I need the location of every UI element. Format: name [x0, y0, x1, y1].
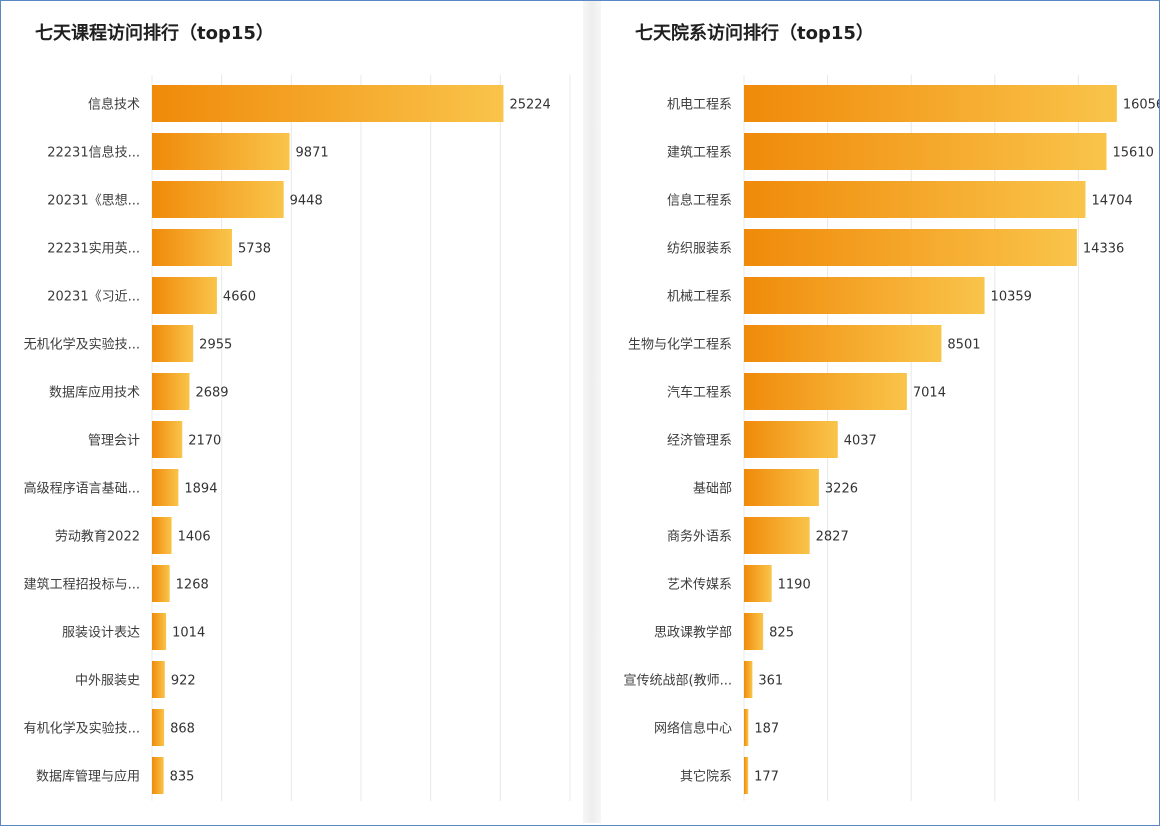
value-label: 8501 [947, 338, 980, 353]
value-label: 4037 [844, 434, 877, 449]
value-label: 16056 [1123, 98, 1159, 113]
value-label: 1190 [778, 578, 811, 593]
bar[interactable] [152, 757, 164, 794]
bar[interactable] [744, 133, 1107, 170]
bar[interactable] [152, 709, 165, 746]
value-label: 177 [754, 770, 779, 785]
bar[interactable] [744, 613, 764, 650]
value-label: 1268 [176, 578, 209, 593]
bar[interactable] [152, 517, 172, 554]
bar[interactable] [152, 229, 232, 266]
category-label: 汽车工程系 [667, 385, 732, 401]
value-label: 2170 [188, 434, 221, 449]
bar[interactable] [744, 517, 810, 554]
category-label: 思政课教学部 [654, 625, 732, 641]
value-label: 15610 [1112, 146, 1153, 161]
course-ranking-chart: 信息技术 25224 22231信息技... 9871 20231《思想... 9448 2… [24, 75, 571, 801]
value-label: 25224 [509, 98, 550, 113]
value-label: 14336 [1083, 242, 1124, 257]
bar[interactable] [744, 565, 772, 602]
category-label: 22231信息技... [47, 145, 140, 161]
bar[interactable] [152, 325, 194, 362]
value-label: 7014 [913, 386, 946, 401]
bar[interactable] [744, 229, 1077, 266]
value-label: 361 [758, 674, 783, 689]
department-ranking-title: 七天院系访问排行（top15） [635, 23, 874, 44]
value-label: 14704 [1091, 194, 1132, 209]
category-label: 建筑工程招投标与... [24, 577, 140, 593]
bar[interactable] [152, 661, 165, 698]
course-ranking-panel: 七天课程访问排行（top15） 信息技术 25224 22231信息技... 9871… [10, 1, 582, 823]
bar[interactable] [744, 85, 1117, 122]
value-label: 4660 [223, 290, 256, 305]
bar[interactable] [744, 373, 907, 410]
category-label: 纺织服装系 [667, 242, 732, 257]
value-label: 3226 [825, 482, 858, 497]
bar[interactable] [152, 181, 284, 218]
category-label: 基础部 [693, 482, 732, 497]
bar[interactable] [744, 757, 749, 794]
category-label: 管理会计 [88, 434, 140, 449]
value-label: 825 [769, 626, 794, 641]
category-label: 20231《习近... [47, 290, 140, 305]
panel-divider [583, 1, 601, 823]
bar[interactable] [152, 421, 183, 458]
value-label: 5738 [238, 242, 271, 257]
category-label: 无机化学及实验技... [24, 337, 140, 353]
department-ranking-panel: 七天院系访问排行（top15） 机电工程系 16056 建筑工程系 15610 信息工程… [602, 1, 1159, 823]
category-label: 机电工程系 [667, 98, 732, 113]
category-label: 中外服装史 [75, 674, 140, 689]
category-label: 网络信息中心 [654, 721, 732, 737]
bar[interactable] [744, 469, 819, 506]
category-label: 商务外语系 [667, 529, 732, 545]
value-label: 868 [170, 722, 195, 737]
category-label: 生物与化学工程系 [628, 337, 732, 353]
value-label: 1894 [184, 482, 217, 497]
value-label: 9871 [296, 146, 329, 161]
value-label: 187 [754, 722, 779, 737]
bar[interactable] [744, 325, 942, 362]
value-label: 2955 [199, 338, 232, 353]
bar[interactable] [744, 661, 753, 698]
bar[interactable] [744, 181, 1086, 218]
bar[interactable] [152, 469, 179, 506]
bar[interactable] [744, 277, 985, 314]
category-label: 信息技术 [88, 97, 140, 113]
value-label: 2689 [195, 386, 228, 401]
category-label: 机械工程系 [667, 290, 732, 305]
bar[interactable] [152, 373, 190, 410]
value-label: 835 [170, 770, 195, 785]
category-label: 高级程序语言基础... [24, 481, 140, 497]
value-label: 9448 [290, 194, 323, 209]
bar[interactable] [152, 85, 504, 122]
category-label: 经济管理系 [667, 434, 732, 449]
value-label: 1406 [178, 530, 211, 545]
value-label: 10359 [991, 290, 1032, 305]
value-label: 2827 [816, 530, 849, 545]
bar[interactable] [152, 277, 217, 314]
value-label: 1014 [172, 626, 205, 641]
bar[interactable] [744, 709, 749, 746]
category-label: 艺术传媒系 [667, 578, 732, 593]
category-label: 宣传统战部(教师... [624, 673, 732, 689]
value-label: 922 [171, 674, 196, 689]
bar[interactable] [152, 133, 290, 170]
category-label: 其它院系 [680, 769, 732, 785]
category-label: 建筑工程系 [667, 145, 732, 161]
category-label: 20231《思想... [47, 193, 140, 209]
category-label: 22231实用英... [47, 242, 140, 257]
category-label: 劳动教育2022 [55, 529, 140, 545]
category-label: 数据库管理与应用 [36, 769, 140, 785]
category-label: 有机化学及实验技... [24, 721, 140, 737]
department-ranking-chart: 机电工程系 16056 建筑工程系 15610 信息工程系 14704 纺织服装系 14336… [624, 75, 1159, 801]
category-label: 服装设计表达 [62, 626, 140, 641]
bar[interactable] [152, 565, 170, 602]
course-ranking-title: 七天课程访问排行（top15） [35, 23, 274, 44]
category-label: 信息工程系 [667, 193, 732, 209]
category-label: 数据库应用技术 [49, 385, 140, 401]
bar[interactable] [152, 613, 167, 650]
bar[interactable] [744, 421, 838, 458]
